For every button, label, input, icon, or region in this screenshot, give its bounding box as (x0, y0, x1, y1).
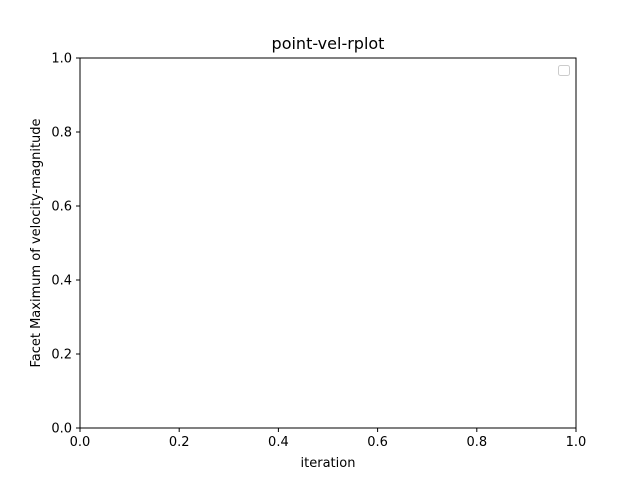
y-axis-ticks: 0.0 0.2 0.4 0.6 0.8 1.0 (51, 52, 80, 437)
y-tick-label: 0.4 (51, 274, 72, 289)
x-axis-label: iteration (301, 456, 356, 471)
x-tick-label: 1.0 (566, 435, 587, 450)
y-tick-label: 0.2 (51, 348, 72, 363)
x-tick-label: 0.0 (70, 435, 91, 450)
x-tick-label: 0.2 (169, 435, 190, 450)
x-tick-label: 0.8 (466, 435, 487, 450)
y-tick-label: 0.8 (51, 126, 72, 141)
legend-box (558, 65, 570, 76)
x-axis-ticks: 0.0 0.2 0.4 0.6 0.8 1.0 (70, 428, 587, 450)
y-axis-label: Facet Maximum of velocity-magnitude (29, 118, 44, 367)
y-tick-label: 0.6 (51, 200, 72, 215)
x-tick-label: 0.4 (268, 435, 289, 450)
chart-title: point-vel-rplot (272, 34, 385, 53)
plot-area (79, 57, 577, 429)
y-tick-label: 1.0 (51, 52, 72, 67)
y-tick-label: 0.0 (51, 422, 72, 437)
x-tick-label: 0.6 (367, 435, 388, 450)
